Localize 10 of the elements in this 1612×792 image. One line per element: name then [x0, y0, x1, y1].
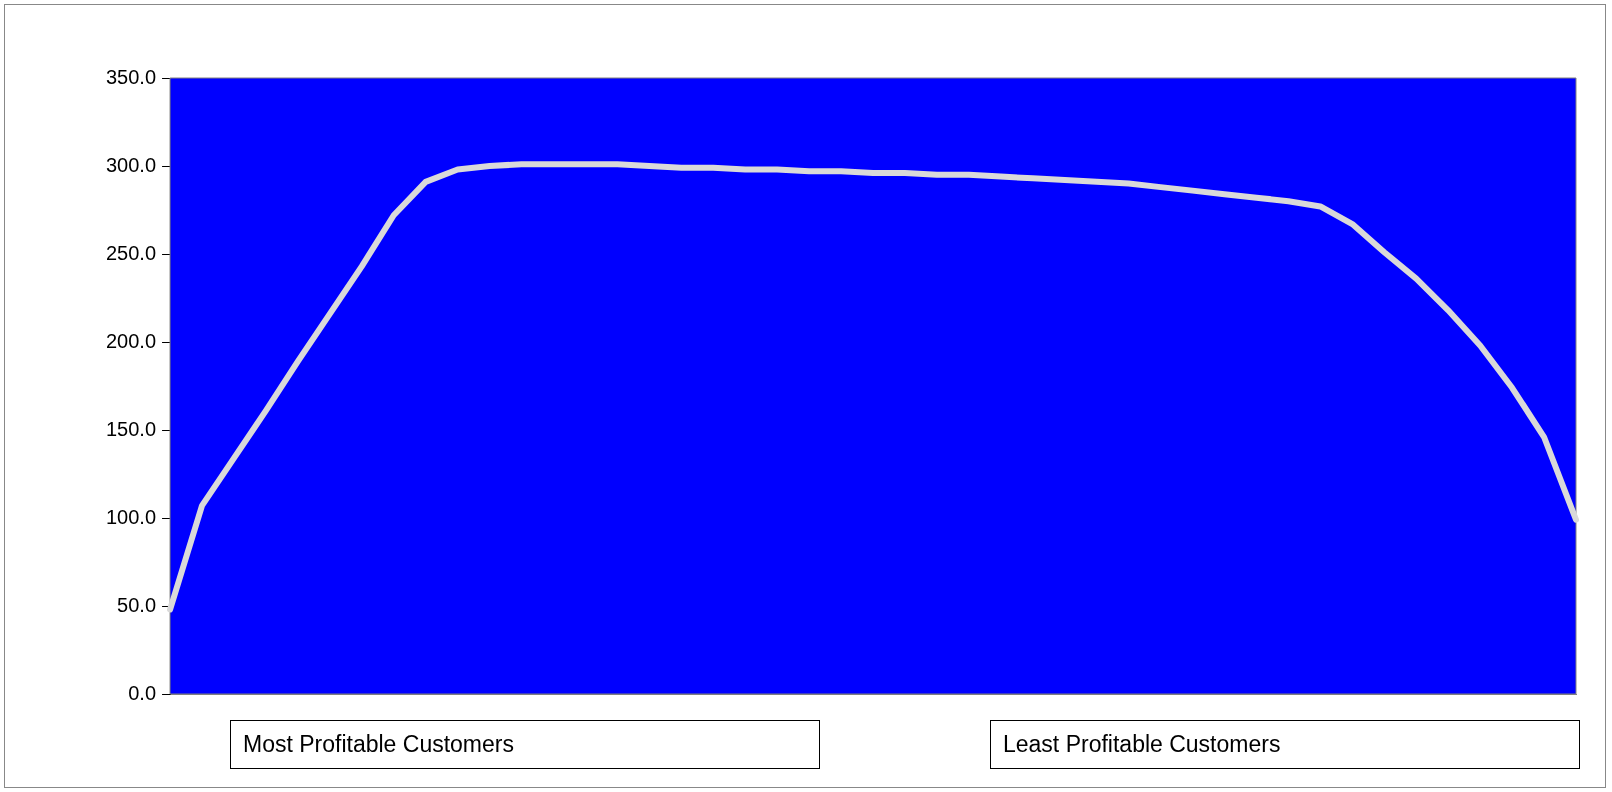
y-tick-label: 300.0 — [105, 153, 157, 176]
y-tick-label: 50.0 — [117, 593, 157, 616]
y-tick-label: 100.0 — [105, 505, 157, 528]
text: Least Profitable Customers — [990, 720, 1580, 769]
y-tick-label: 150.0 — [105, 417, 157, 440]
y-tick-label: 200.0 — [105, 329, 157, 352]
y-tick-label: 250.0 — [105, 241, 157, 264]
text: Most Profitable Customers — [230, 720, 820, 769]
y-tick-label: 0.0 — [128, 681, 157, 704]
y-tick-label: 350.0 — [105, 65, 157, 88]
